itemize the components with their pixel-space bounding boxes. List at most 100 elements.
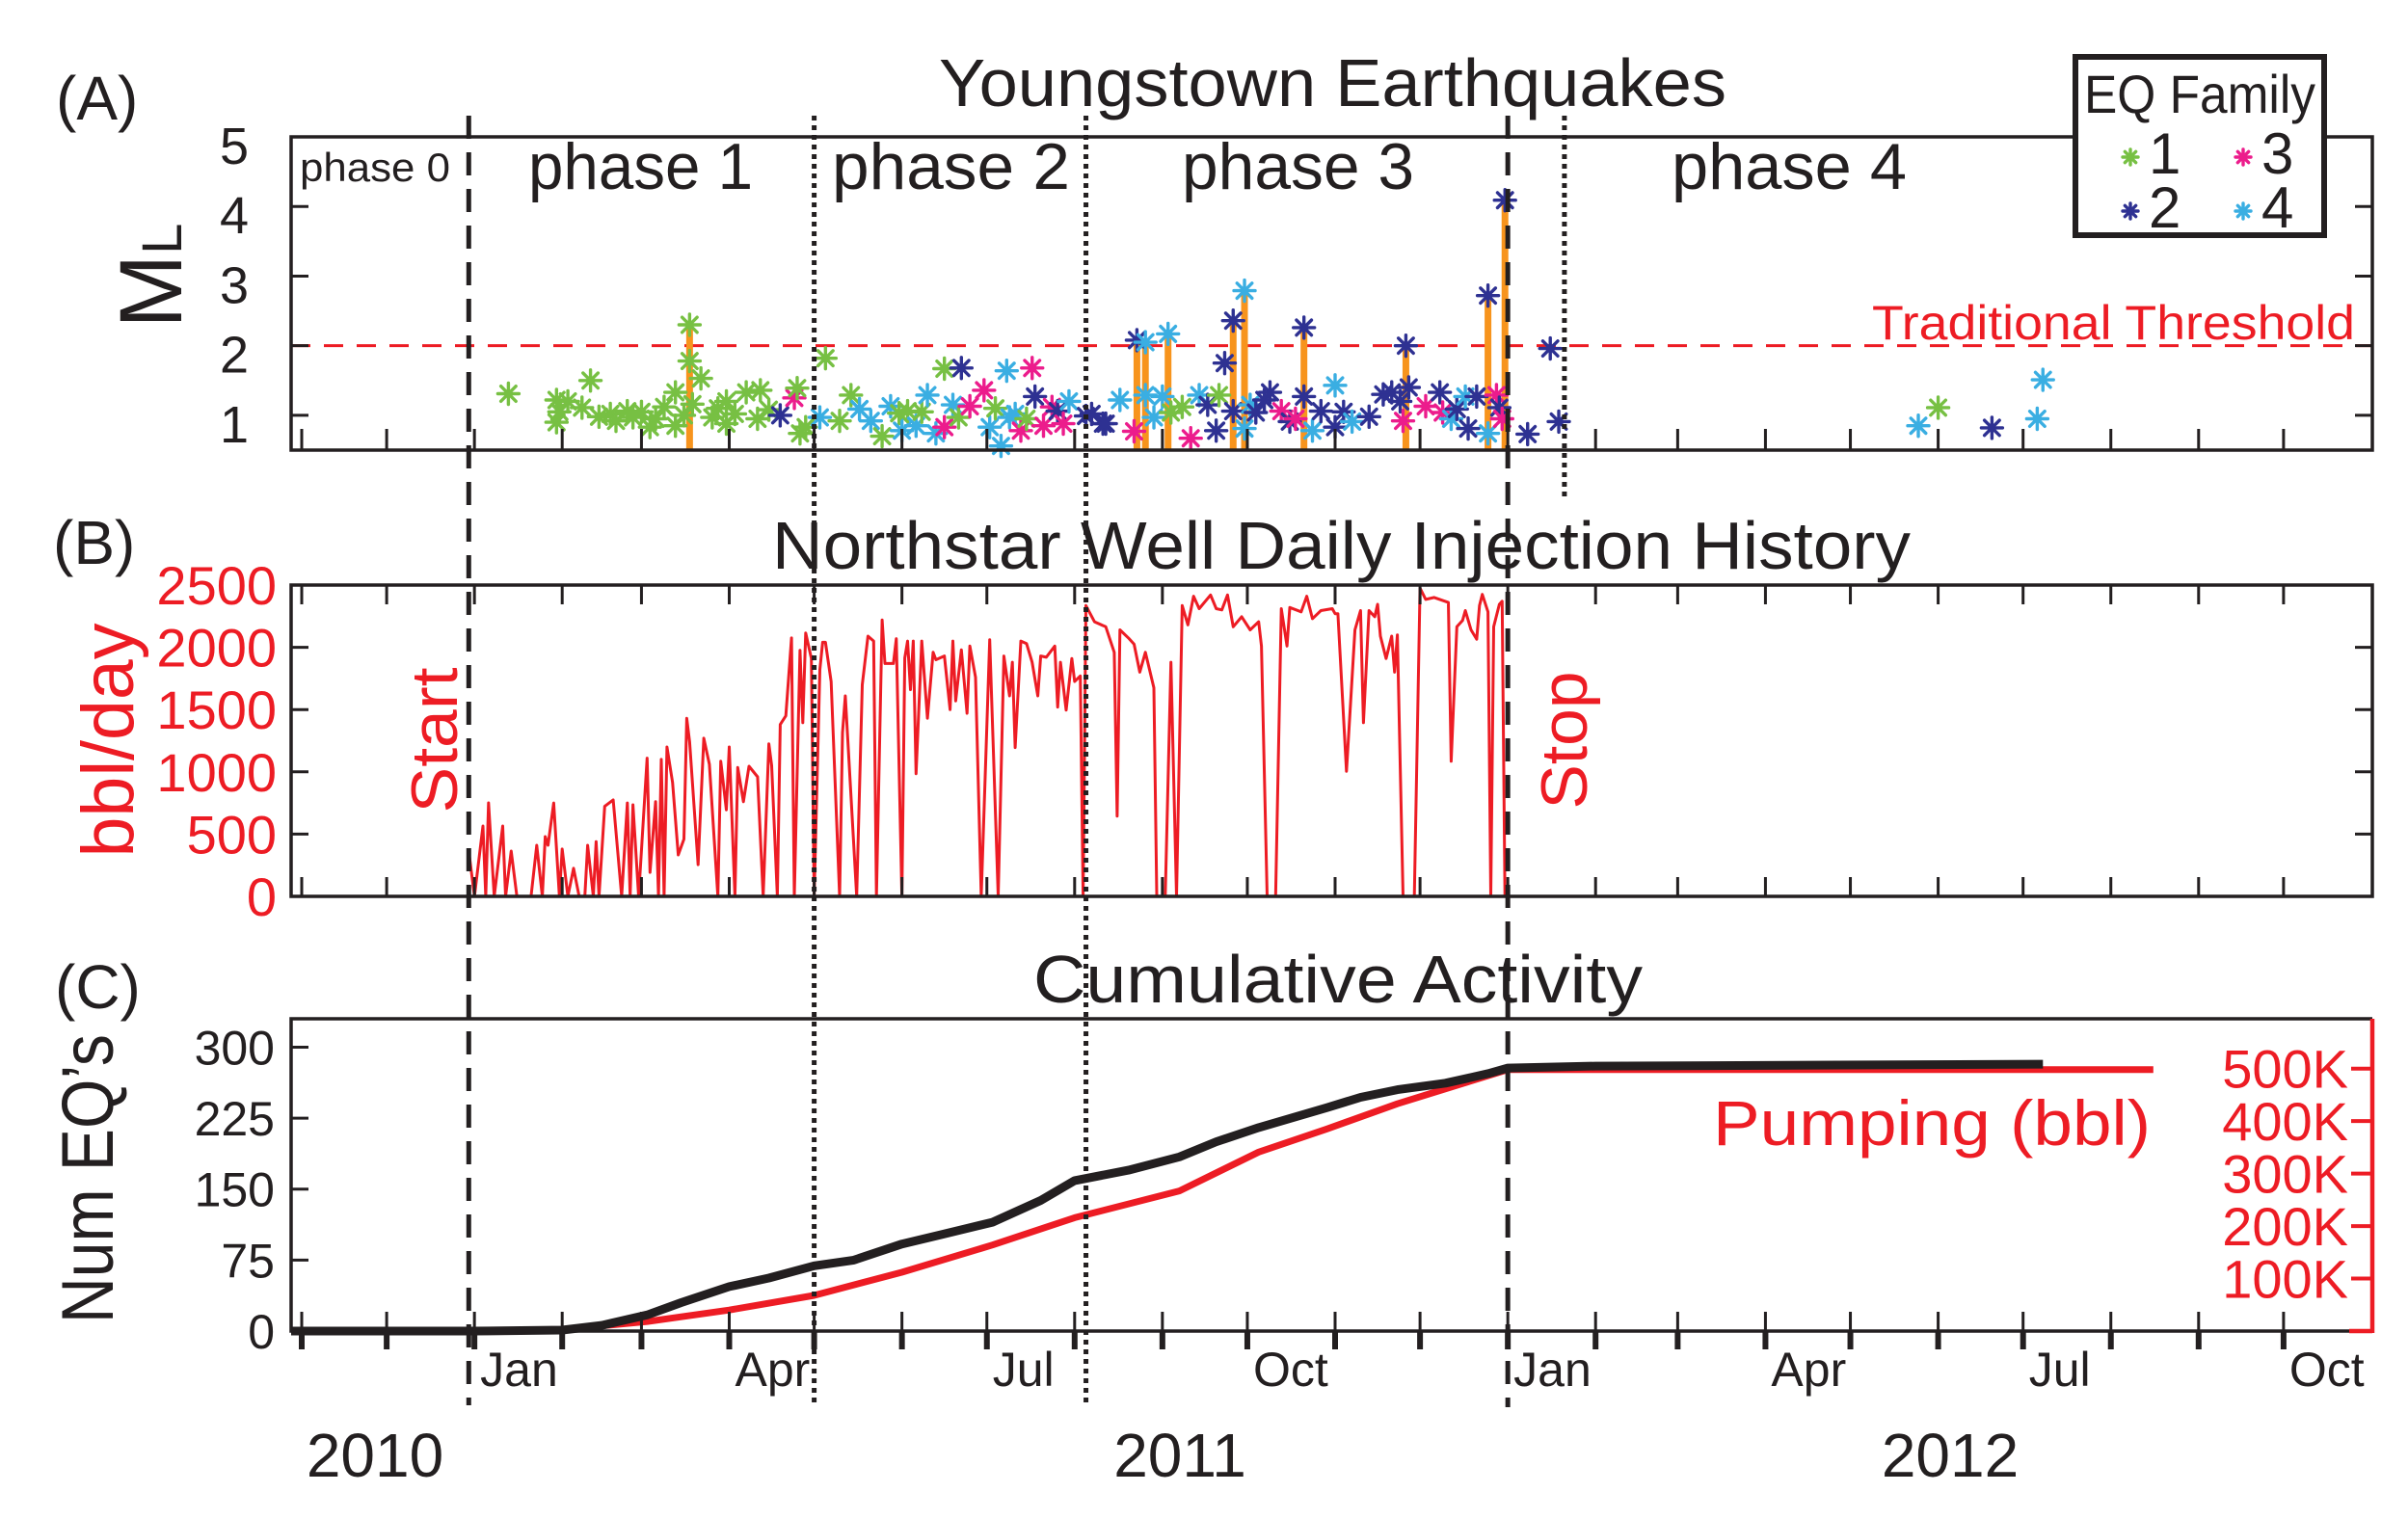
earthquake-point [1489, 406, 1514, 432]
earthquake-point [1390, 408, 1416, 434]
y2-tick-label: 300K [2222, 1144, 2348, 1205]
y2-tick-label: 500K [2222, 1039, 2348, 1100]
ylabel-main: M [102, 254, 201, 329]
earthquake-point [1008, 418, 1033, 443]
earthquake-point [1356, 404, 1381, 430]
y-tick-label: 1 [220, 396, 249, 454]
y-tick-label: 1000 [156, 742, 277, 803]
earthquake-point [748, 378, 773, 403]
earthquake-point [1003, 401, 1028, 427]
month-tick-label: Oct [1253, 1343, 1328, 1397]
panel-c-ylabel: Num EQ’s [47, 1034, 129, 1323]
earthquake-point [1546, 409, 1571, 435]
earthquake-point [793, 414, 818, 440]
earthquake-point [677, 312, 703, 337]
legend-markers [2121, 147, 2253, 221]
earthquake-point [734, 380, 759, 405]
y-tick-label: 2000 [156, 618, 277, 679]
earthquake-point [577, 368, 603, 393]
stop-annotation: Stop [1528, 672, 1601, 810]
threshold-label: Traditional Threshold [1872, 296, 2355, 350]
month-tick-label: Oct [2289, 1343, 2365, 1397]
earthquake-point [1906, 413, 1931, 439]
earthquake-point [1022, 384, 1048, 410]
earthquake-point [1323, 373, 1348, 398]
earthquake-point [1515, 421, 1540, 447]
y-tick-label: 5 [220, 118, 249, 175]
earthquake-point [1427, 380, 1453, 405]
earthquake-point [671, 403, 697, 428]
earthquake-point [756, 397, 782, 422]
phase-2-label: phase 2 [832, 130, 1070, 203]
panel-b-axes-frame [289, 583, 2374, 898]
panel-b-title: Northstar Well Daily Injection History [772, 508, 1911, 583]
earthquake-point [1339, 409, 1365, 435]
earthquake-point [1020, 356, 1045, 381]
legend-marker-family-2 [2121, 201, 2140, 221]
month-tick-label: Apr [1771, 1343, 1846, 1397]
earthquake-point [909, 399, 934, 424]
earthquake-point [1299, 418, 1325, 443]
earthquake-point [946, 405, 972, 430]
month-tick-label: Jul [993, 1343, 1055, 1397]
y-tick-label: 2 [220, 327, 249, 385]
earthquake-point [586, 404, 612, 430]
earthquake-point [887, 401, 912, 426]
earthquake-point [1014, 406, 1039, 432]
earthquake-point [544, 410, 570, 435]
earthquake-point [915, 383, 940, 408]
y-tick-label: 4 [220, 187, 249, 245]
month-tick-label: Jan [480, 1343, 558, 1397]
earthquake-point [1212, 351, 1238, 376]
earthquake-point [1051, 411, 1076, 437]
earthquake-point [688, 365, 713, 391]
earthquake-point [870, 423, 895, 449]
earthquake-point [785, 376, 810, 401]
earthquake-point [1292, 315, 1317, 340]
earthquake-point [846, 396, 872, 422]
y-tick-label: 225 [195, 1092, 275, 1146]
year-label: 2011 [1113, 1421, 1246, 1490]
earthquake-point [2024, 406, 2050, 432]
earthquake-point [807, 405, 833, 430]
panel-c-axes-frame [289, 1017, 2372, 1333]
phase-boundary-layer [466, 116, 1567, 1407]
earthquake-point [1538, 335, 1563, 361]
earthquake-point [713, 411, 739, 437]
y-tick-label: 0 [247, 866, 277, 927]
earthquake-point [1121, 418, 1147, 444]
earthquake-point [1371, 382, 1396, 407]
month-tick-label: Jul [2029, 1343, 2091, 1397]
earthquake-point [813, 345, 839, 371]
axes-layer [289, 135, 2375, 1349]
earthquake-point [1187, 383, 1212, 408]
earthquake-point [1232, 415, 1257, 441]
earthquake-point [994, 358, 1020, 384]
year-label: 2012 [1882, 1421, 2019, 1490]
legend-marker-family-1 [2121, 147, 2140, 167]
earthquake-point [643, 406, 668, 432]
data-layer [291, 188, 2372, 1336]
legend-label-family-2: 2 [2149, 175, 2181, 240]
y-tick-label: 3 [220, 256, 249, 314]
panel-label-c: (C) [55, 952, 141, 1022]
earthquake-point [745, 406, 770, 432]
earthquake-point [940, 392, 966, 417]
earthquake-point [1220, 307, 1245, 333]
legend-marker-family-3 [2234, 147, 2253, 167]
earthquake-point [1232, 278, 1257, 304]
panel-label-b: (B) [53, 508, 135, 577]
panel-b-ylabel: bbl/day [67, 624, 149, 858]
phase-3-label: phase 3 [1182, 130, 1414, 203]
earthquake-point [895, 398, 921, 424]
earthquake-point [722, 401, 748, 427]
legend-label-family-3: 3 [2261, 121, 2293, 186]
panel-c-y2label: Pumping (bbl) [1713, 1087, 2151, 1159]
legend-marker-family-4 [2234, 201, 2253, 221]
earthquake-point [1292, 384, 1317, 410]
phase-1-label: phase 1 [528, 130, 753, 203]
earthquake-point [1438, 406, 1464, 432]
earthquake-point [713, 388, 739, 414]
